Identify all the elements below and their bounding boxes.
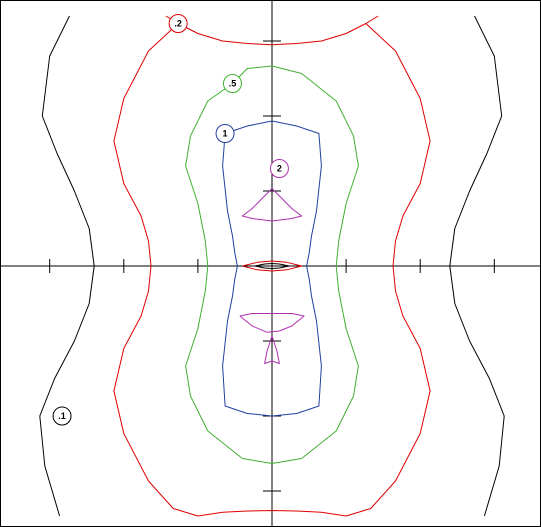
contour-1-path-0 (165, 15, 379, 46)
contour-0-path-0 (39, 15, 95, 517)
contour-3-path-0 (222, 120, 322, 417)
contour-label-0: .1 (52, 406, 72, 426)
contour-2-path-0 (185, 65, 359, 464)
contour-4-path-2 (264, 335, 280, 364)
contour-0-path-1 (449, 15, 505, 517)
contour-label-circle-0 (52, 406, 72, 426)
contour-label-2: .5 (222, 74, 242, 93)
contour-labels: .1 .2 .5 1 2 (52, 14, 289, 426)
contour-5-path-0 (242, 260, 303, 272)
contour-1-path-1 (113, 23, 199, 517)
contour-label-text-3: 1 (223, 129, 228, 139)
contour-lines (39, 15, 505, 517)
contour-1-path-3 (197, 510, 347, 517)
contour-label-text-1: .2 (174, 19, 182, 29)
contour-4-path-1 (239, 313, 305, 333)
contour-label-circle-1 (168, 14, 188, 33)
contour-label-3: 1 (215, 124, 235, 143)
contour-label-text-4: 2 (277, 164, 282, 174)
contour-6-path-0 (254, 263, 290, 269)
contour-label-1: .2 (168, 14, 188, 33)
contour-1-path-2 (345, 23, 431, 517)
contour-label-circle-4 (269, 159, 289, 178)
contour-label-text-2: .5 (229, 79, 237, 89)
contour-label-text-0: .1 (58, 411, 66, 421)
contour-label-circle-2 (222, 74, 242, 93)
contour-4-path-0 (241, 188, 303, 222)
contour-label-circle-3 (215, 124, 235, 143)
contour-label-4: 2 (269, 159, 289, 178)
